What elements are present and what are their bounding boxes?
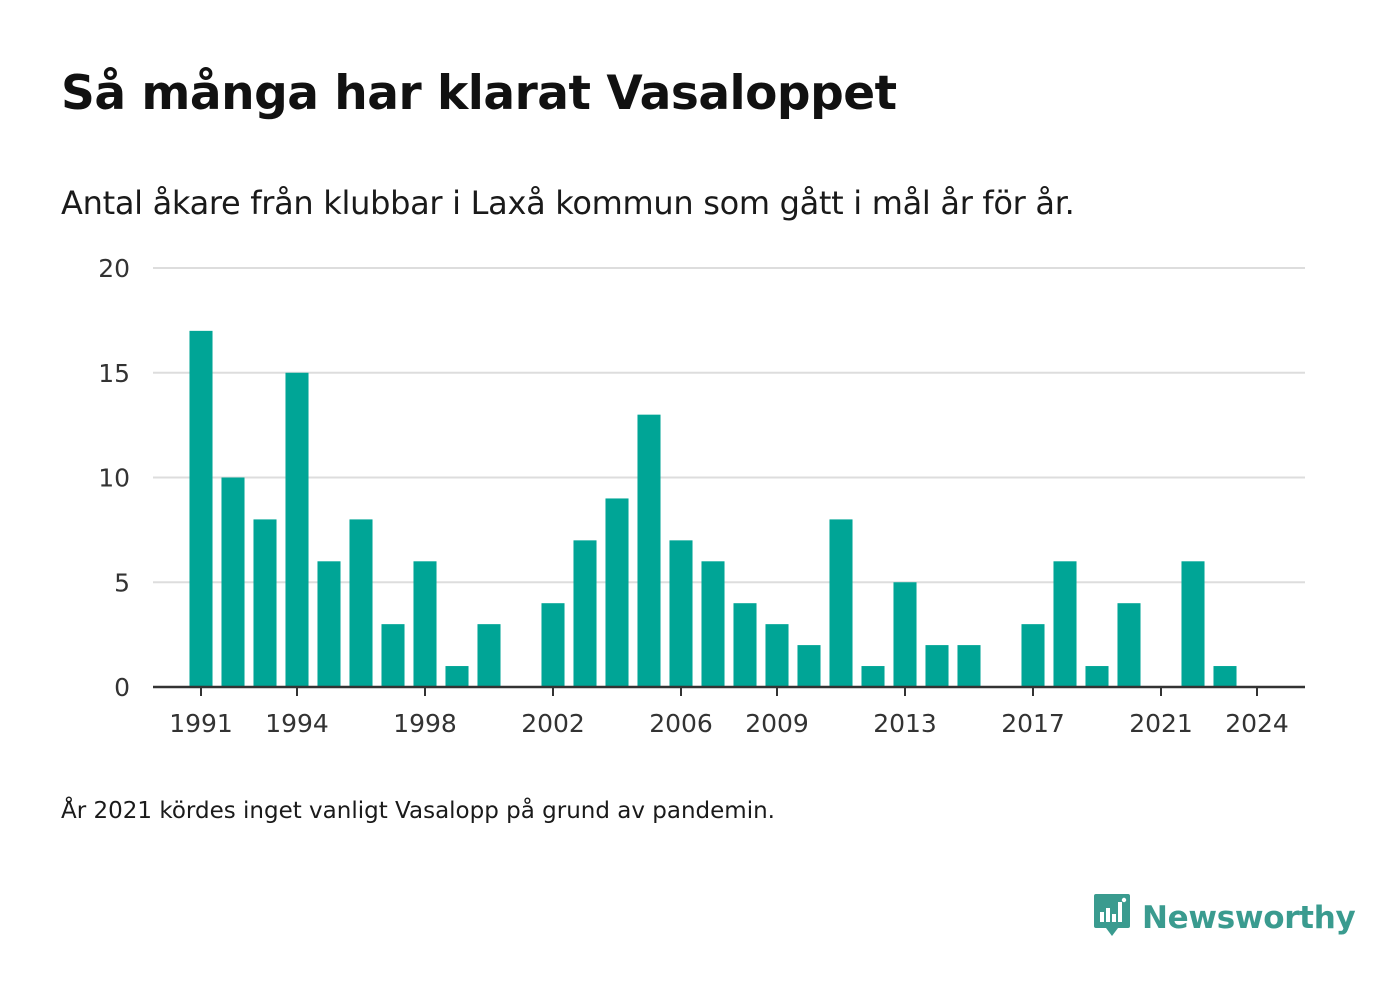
bar [1021,624,1045,687]
x-tick-label: 2021 [1129,709,1193,738]
y-tick-label: 5 [114,568,130,597]
chart-subtitle: Antal åkare från klubbar i Laxå kommun s… [61,184,1075,222]
bar [1085,666,1109,687]
bar [701,561,725,687]
bar [893,582,917,687]
bar [637,414,661,687]
bar [253,519,277,687]
bar [797,645,821,687]
bar [573,540,597,687]
bar [1213,666,1237,687]
bar [925,645,949,687]
newsworthy-brand: Newsworthy [1092,892,1356,944]
y-tick-label: 0 [114,673,130,702]
bar [381,624,405,687]
bar [669,540,693,687]
y-tick-label: 15 [98,359,130,388]
bars [189,330,1237,687]
x-tick-label: 2024 [1225,709,1289,738]
bar [605,498,629,687]
bar [861,666,885,687]
grid-lines [153,267,1305,584]
chart-title: Så många har klarat Vasaloppet [61,66,897,121]
x-tick-label: 2013 [873,709,937,738]
y-tick-label: 10 [98,464,130,493]
x-tick-label: 2006 [649,709,713,738]
newsworthy-logo-icon [1092,892,1132,944]
x-tick-label: 2002 [521,709,585,738]
brand-name: Newsworthy [1142,900,1356,936]
bar [957,645,981,687]
y-tick-label: 20 [98,254,130,283]
x-axis-ticks: 1991 1994 1998 2002 2006 2009 2013 2017 2021 2024 [169,687,1289,738]
bar [285,372,309,687]
bar [829,519,853,687]
y-axis-ticks: 0 5 10 15 20 [98,254,130,702]
bar [541,603,565,687]
x-tick-label: 2017 [1001,709,1065,738]
bar [413,561,437,687]
bar [477,624,501,687]
x-tick-label: 1994 [265,709,329,738]
bar [1053,561,1077,687]
bar [765,624,789,687]
footnote: År 2021 kördes inget vanligt Vasalopp på… [61,798,775,824]
bar [1117,603,1141,687]
bar [733,603,757,687]
x-tick-label: 2009 [745,709,809,738]
x-tick-label: 1991 [169,709,233,738]
bar [221,477,245,687]
x-tick-label: 1998 [393,709,457,738]
bar [1181,561,1205,687]
bar [189,330,213,687]
bar [445,666,469,687]
bar [317,561,341,687]
bar [349,519,373,687]
